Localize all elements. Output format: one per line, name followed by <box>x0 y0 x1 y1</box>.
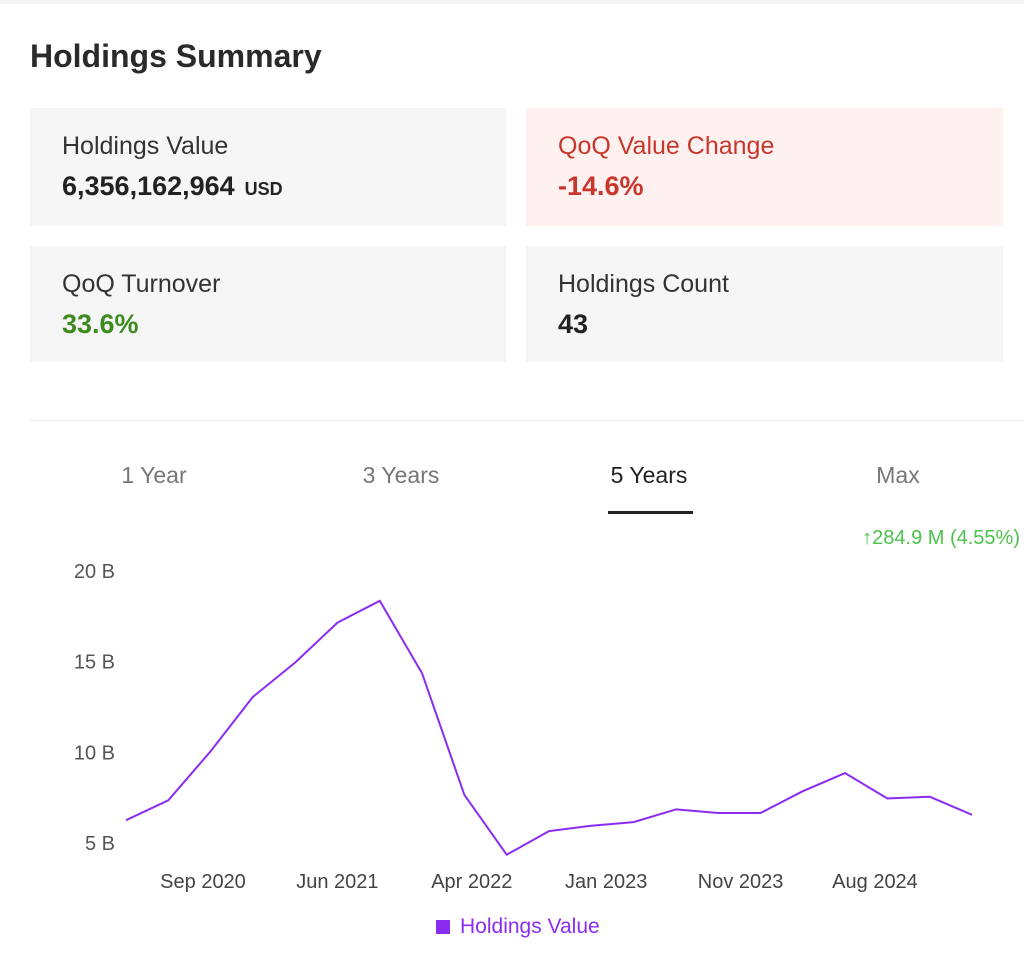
data-point[interactable] <box>628 816 640 828</box>
legend-label: Holdings Value <box>460 915 600 938</box>
data-point[interactable] <box>670 803 682 815</box>
qoq-turnover-label: QoQ Turnover <box>62 270 221 298</box>
data-point[interactable] <box>501 849 513 861</box>
tab-max[interactable]: Max <box>876 462 920 488</box>
data-point[interactable] <box>332 617 344 629</box>
data-point[interactable] <box>120 814 132 826</box>
holdings-count-label: Holdings Count <box>558 270 729 298</box>
y-tick-label: 5 B <box>85 833 115 855</box>
data-point[interactable] <box>374 595 386 607</box>
holdings-count-amount: 43 <box>558 309 589 339</box>
y-tick-label: 10 B <box>74 742 115 764</box>
data-point[interactable] <box>797 785 809 797</box>
x-tick-label: Aug 2024 <box>832 871 918 893</box>
holdings-value-label: Holdings Value <box>62 132 229 160</box>
data-point[interactable] <box>543 825 555 837</box>
y-tick-label: 15 B <box>74 652 115 674</box>
data-point[interactable] <box>966 809 978 821</box>
qoq-value-change-card: QoQ Value Change -14.6% <box>526 108 1003 226</box>
x-tick-label: Apr 2022 <box>431 871 512 893</box>
x-tick-label: Sep 2020 <box>160 871 246 893</box>
currency-unit: USD <box>244 179 283 199</box>
qoq-turnover-card: QoQ Turnover 33.6% <box>30 246 506 362</box>
series-line-holdings-value <box>125 599 973 856</box>
page-title: Holdings Summary <box>30 38 322 74</box>
tab-5-years[interactable]: 5 Years <box>610 462 688 488</box>
chart-legend[interactable]: Holdings Value <box>436 915 600 939</box>
change-badge-text: 284.9 M (4.55%) <box>872 527 1020 549</box>
y-tick-label: 20 B <box>74 561 115 583</box>
change-badge: ↑284.9 M (4.55%) <box>862 527 1020 550</box>
data-point[interactable] <box>416 667 428 679</box>
data-point[interactable] <box>162 794 174 806</box>
holdings-value-amount: 6,356,162,964 USD <box>62 171 283 201</box>
x-tick-label: Jan 2023 <box>565 871 647 893</box>
holdings-value-card: Holdings Value 6,356,162,964 USD <box>30 108 506 226</box>
arrow-up-icon: ↑ <box>862 527 873 549</box>
data-point[interactable] <box>289 656 301 668</box>
tab-3-years[interactable]: 3 Years <box>362 462 440 488</box>
qoq-turnover-amount: 33.6% <box>62 309 139 339</box>
data-point[interactable] <box>712 807 724 819</box>
data-point[interactable] <box>839 767 851 779</box>
data-point[interactable] <box>458 789 470 801</box>
active-tab-indicator <box>608 511 693 514</box>
holdings-count-card: Holdings Count 43 <box>526 246 1003 362</box>
data-point[interactable] <box>881 792 893 804</box>
qoq-value-change-amount: -14.6% <box>558 171 644 201</box>
data-point[interactable] <box>585 820 597 832</box>
x-tick-label: Nov 2023 <box>698 871 784 893</box>
legend-swatch <box>436 920 450 934</box>
data-point[interactable] <box>205 745 217 757</box>
section-divider <box>30 420 1024 421</box>
qoq-value-change-label: QoQ Value Change <box>558 132 775 160</box>
x-tick-label: Jun 2021 <box>296 871 378 893</box>
data-point[interactable] <box>755 807 767 819</box>
tab-1-year[interactable]: 1 Year <box>121 462 187 488</box>
data-point[interactable] <box>247 691 259 703</box>
data-point[interactable] <box>924 791 936 803</box>
top-border <box>0 0 1024 4</box>
